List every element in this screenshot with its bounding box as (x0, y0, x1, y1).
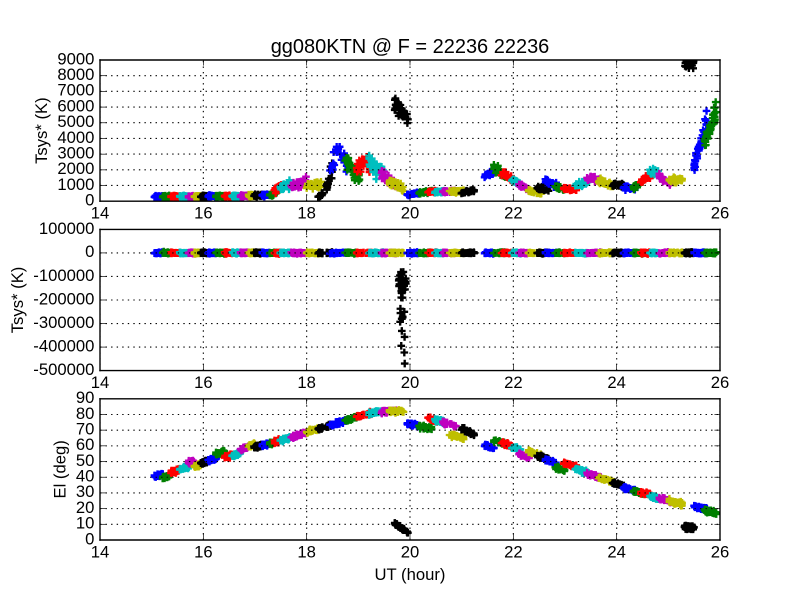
svg-text:gg080KTN @ F = 22236 22236: gg080KTN @ F = 22236 22236 (271, 36, 550, 58)
svg-text:60: 60 (76, 435, 95, 454)
svg-text:0: 0 (85, 191, 94, 210)
svg-text:UT (hour): UT (hour) (375, 565, 446, 584)
svg-text:90: 90 (76, 388, 95, 407)
svg-text:14: 14 (91, 204, 110, 223)
svg-text:26: 26 (711, 543, 730, 562)
svg-text:16: 16 (194, 543, 213, 562)
svg-text:4000: 4000 (57, 128, 94, 147)
svg-text:24: 24 (607, 204, 626, 223)
svg-text:-100000: -100000 (33, 266, 94, 285)
svg-text:24: 24 (607, 373, 626, 392)
svg-text:-500000: -500000 (33, 360, 94, 379)
svg-text:20: 20 (401, 373, 420, 392)
svg-text:16: 16 (194, 373, 213, 392)
svg-text:22: 22 (504, 373, 523, 392)
svg-text:26: 26 (711, 373, 730, 392)
svg-text:18: 18 (297, 373, 316, 392)
svg-text:24: 24 (607, 543, 626, 562)
svg-text:Tsys* (K): Tsys* (K) (8, 267, 27, 334)
svg-text:14: 14 (91, 373, 110, 392)
svg-text:1000: 1000 (57, 175, 94, 194)
svg-text:20: 20 (401, 204, 420, 223)
svg-text:70: 70 (76, 419, 95, 438)
svg-text:26: 26 (711, 204, 730, 223)
svg-text:-200000: -200000 (33, 289, 94, 308)
svg-text:100000: 100000 (39, 219, 95, 238)
svg-text:20: 20 (401, 543, 420, 562)
svg-text:16: 16 (194, 204, 213, 223)
svg-text:18: 18 (297, 543, 316, 562)
svg-text:Tsys* (K): Tsys* (K) (32, 97, 51, 164)
svg-text:El (deg): El (deg) (51, 440, 70, 498)
svg-text:3000: 3000 (57, 143, 94, 162)
svg-text:7000: 7000 (57, 81, 94, 100)
svg-text:50: 50 (76, 451, 95, 470)
svg-text:14: 14 (91, 543, 110, 562)
svg-text:2000: 2000 (57, 159, 94, 178)
svg-text:22: 22 (504, 543, 523, 562)
svg-text:40: 40 (76, 467, 95, 486)
svg-text:0: 0 (85, 242, 94, 261)
svg-text:-300000: -300000 (33, 313, 94, 332)
svg-text:20: 20 (76, 498, 95, 517)
svg-text:0: 0 (85, 529, 94, 548)
svg-text:80: 80 (76, 404, 95, 423)
svg-text:8000: 8000 (57, 65, 94, 84)
svg-text:9000: 9000 (57, 49, 94, 68)
svg-text:22: 22 (504, 204, 523, 223)
svg-text:5000: 5000 (57, 112, 94, 131)
svg-text:6000: 6000 (57, 96, 94, 115)
svg-text:18: 18 (297, 204, 316, 223)
svg-text:30: 30 (76, 482, 95, 501)
svg-text:-400000: -400000 (33, 336, 94, 355)
svg-text:10: 10 (76, 514, 95, 533)
